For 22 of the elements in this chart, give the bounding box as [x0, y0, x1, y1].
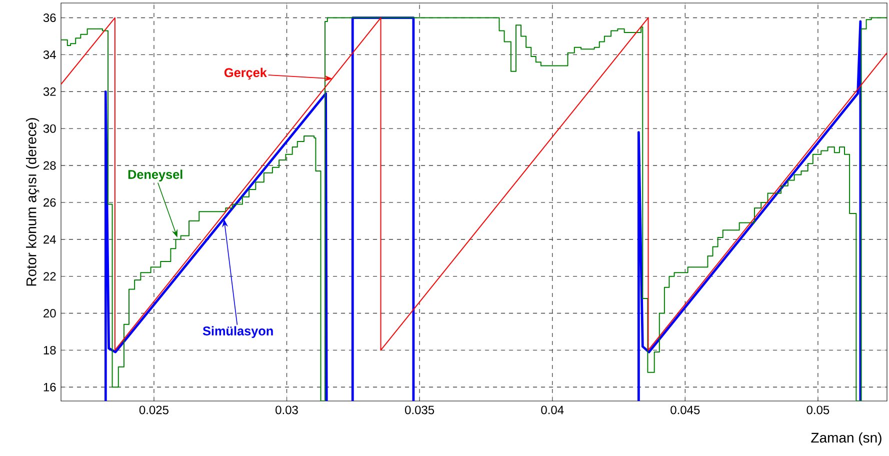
x-tick-label: 0.035 [405, 406, 434, 414]
annotation: Deneysel [128, 170, 182, 182]
x-tick-label: 0.045 [670, 406, 700, 414]
y-tick-label: 18 [44, 346, 56, 354]
annotation: Gerçek [224, 68, 267, 80]
y-tick-label: 32 [43, 87, 56, 96]
y-tick-label: 36 [43, 14, 56, 22]
annotation: Simülasyon [202, 326, 273, 338]
x-tick-label: 0.05 [806, 406, 830, 414]
x-tick-label: 0.04 [541, 406, 564, 414]
x-axis-title: Zaman (sn) [811, 432, 882, 446]
y-tick-label: 22 [44, 272, 56, 281]
y-tick-label: 20 [44, 309, 56, 318]
y-tick-label: 30 [43, 124, 56, 133]
y-tick-label: 16 [44, 382, 56, 392]
x-tick-label: 0.025 [139, 406, 168, 414]
y-tick-label: 34 [43, 50, 56, 59]
y-axis-title: Rotor konum açısı (derece) [26, 118, 40, 286]
y-tick-label: 28 [44, 161, 56, 170]
y-tick-label: 24 [44, 235, 56, 244]
y-tick-label: 26 [44, 198, 56, 207]
x-tick-label: 0.03 [276, 406, 298, 414]
